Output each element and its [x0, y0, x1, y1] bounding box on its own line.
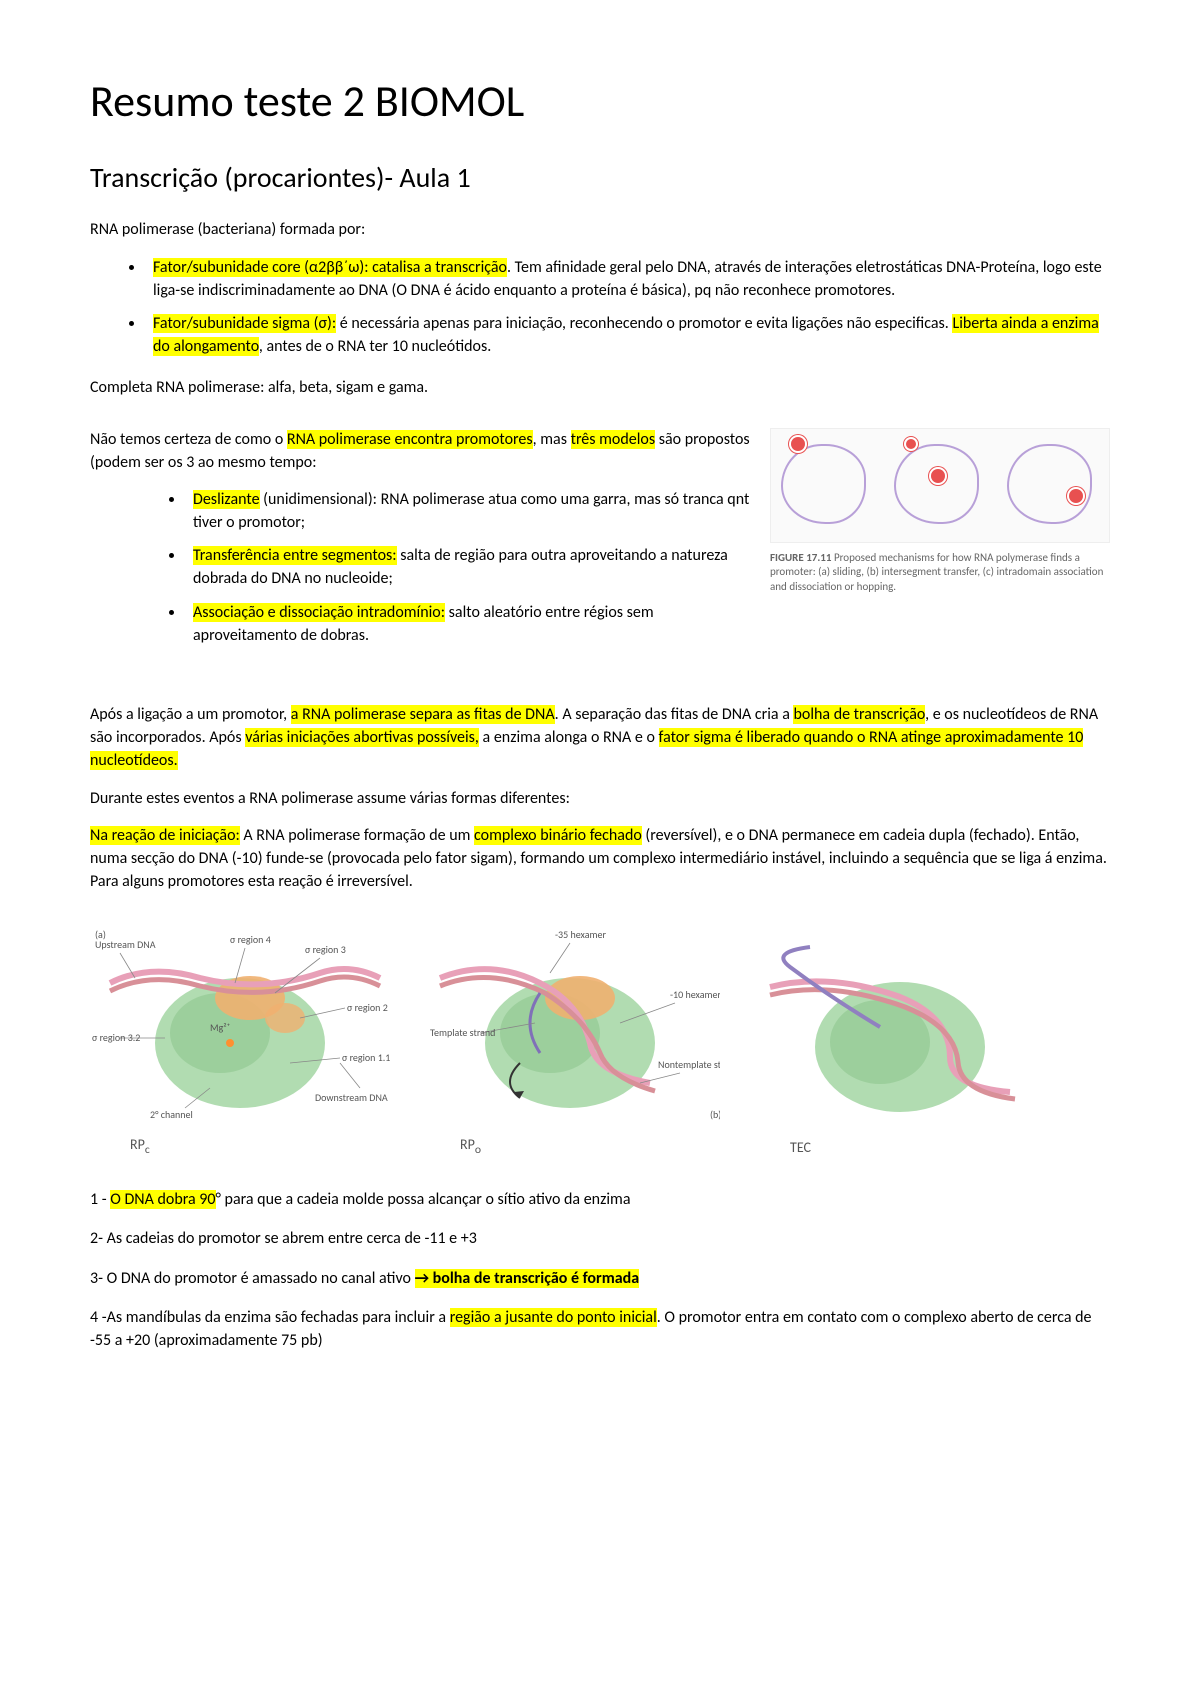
highlighted-text: região a jusante do ponto inicial — [450, 1308, 657, 1327]
highlighted-text: Deslizante — [193, 490, 260, 509]
highlighted-text: Na reação de iniciação: — [90, 826, 240, 845]
body-text: (unidimensional): RNA polimerase atua co… — [193, 490, 749, 532]
models-intro: Não temos certeza de como o RNA polimera… — [90, 428, 750, 474]
figure-mechanisms: FIGURE 17.11 Proposed mechanisms for how… — [770, 428, 1110, 596]
complex-svg-c — [750, 927, 1050, 1127]
highlighted-text: três modelos — [571, 430, 656, 449]
body-text: 3- O DNA do promotor é amassado no canal… — [90, 1269, 415, 1288]
highlighted-text: Fator/subunidade core (α2ββ´ω): catalisa… — [153, 258, 507, 277]
body-text: Após a ligação a um promotor, — [90, 705, 291, 724]
annot-r2: σ region 2 — [347, 1001, 388, 1014]
annot-mg: Mg²⁺ — [210, 1021, 230, 1034]
highlighted-text: Fator/subunidade sigma (σ): — [153, 314, 336, 333]
body-text: 1 - — [90, 1190, 110, 1209]
complete-polymerase-line: Completa RNA polimerase: alfa, beta, sig… — [90, 376, 1110, 399]
highlighted-text: Transferência entre segmentos: — [193, 546, 397, 565]
complex-label-a: RPc — [90, 1135, 390, 1159]
highlighted-text: O DNA dobra 90 — [110, 1190, 215, 1209]
body-text: 4 -As mandíbulas da enzima são fechadas … — [90, 1308, 450, 1327]
highlighted-text: Associação e dissociação intradomínio: — [193, 603, 445, 622]
annot-upstream: Upstream DNA — [95, 938, 156, 951]
annot-r3: σ region 3 — [305, 943, 346, 956]
after-promoter-paragraph: Após a ligação a um promotor, a RNA poli… — [90, 703, 1110, 773]
complex-panel-b: -35 hexamer -10 hexamer Template strand … — [420, 923, 720, 1158]
step-3: 3- O DNA do promotor é amassado no canal… — [90, 1267, 1110, 1290]
body-text: ° para que a cadeia molde possa alcançar… — [216, 1190, 631, 1209]
step-4: 4 -As mandíbulas da enzima são fechadas … — [90, 1306, 1110, 1352]
complex-svg-b: -35 hexamer -10 hexamer Template strand … — [420, 923, 720, 1123]
body-text: é necessária apenas para iniciação, reco… — [336, 314, 952, 333]
forms-intro: Durante estes eventos a RNA polimerase a… — [90, 787, 1110, 810]
figure-caption: FIGURE 17.11 Proposed mechanisms for how… — [770, 551, 1110, 596]
body-text: a enzima alonga o RNA e o — [479, 728, 659, 747]
complex-label-c: TEC — [750, 1138, 1050, 1158]
list-item: Deslizante (unidimensional): RNA polimer… — [185, 488, 750, 534]
annot-r11: σ region 1.1 — [342, 1051, 390, 1064]
annot-2ch: 2° channel — [150, 1108, 193, 1121]
annot-downstream: Downstream DNA — [315, 1091, 388, 1104]
section-subtitle: Transcrição (procariontes)- Aula 1 — [90, 158, 1110, 199]
complex-panel-a: (a) Upstream DNA Downstream DNA σ region… — [90, 923, 390, 1158]
list-item: Associação e dissociação intradomínio: s… — [185, 601, 750, 647]
annot-template: Template strand — [430, 1026, 495, 1039]
annot-35: -35 hexamer — [555, 928, 606, 941]
body-text: , antes de o RNA ter 10 nucleótidos. — [259, 337, 491, 356]
body-text: A RNA polimerase formação de um — [240, 826, 474, 845]
complex-svg-a: (a) Upstream DNA Downstream DNA σ region… — [90, 923, 390, 1123]
highlighted-text: complexo binário fechado — [474, 826, 642, 845]
highlighted-arrow-text: → bolha de transcrição é formada — [415, 1269, 640, 1288]
highlighted-text: a RNA polimerase separa as fitas de DNA — [291, 705, 555, 724]
body-text: . A separação das fitas de DNA cria a — [555, 705, 794, 724]
step-2: 2- As cadeias do promotor se abrem entre… — [90, 1227, 1110, 1250]
list-item: Transferência entre segmentos: salta de … — [185, 544, 750, 590]
initiation-reaction-paragraph: Na reação de iniciação: A RNA polimerase… — [90, 824, 1110, 894]
figure-image — [770, 428, 1110, 543]
highlighted-text: bolha de transcrição — [793, 705, 925, 724]
figure-number: FIGURE 17.11 — [770, 551, 831, 564]
annot-r32: σ region 3.2 — [92, 1031, 140, 1044]
intro-paragraph: RNA polimerase (bacteriana) formada por: — [90, 218, 1110, 241]
body-text: Não temos certeza de como o — [90, 430, 287, 449]
annot-nontemplate: Nontemplate strand — [658, 1058, 720, 1071]
highlighted-text: várias iniciações abortivas possíveis, — [245, 728, 479, 747]
list-item: Fator/subunidade sigma (σ): é necessária… — [145, 312, 1110, 358]
panel-label-b: (b) — [710, 1108, 720, 1121]
complex-panel-c: TEC — [750, 927, 1050, 1158]
complex-figure-row: (a) Upstream DNA Downstream DNA σ region… — [90, 923, 1110, 1158]
complex-label-b: RPo — [420, 1135, 720, 1159]
page-title: Resumo teste 2 BIOMOL — [90, 70, 1110, 134]
annot-10: -10 hexamer — [670, 988, 720, 1001]
rna-polymerase-list: Fator/subunidade core (α2ββ´ω): catalisa… — [90, 256, 1110, 359]
step-1: 1 - O DNA dobra 90° para que a cadeia mo… — [90, 1188, 1110, 1211]
highlighted-text: RNA polimerase encontra promotores — [287, 430, 533, 449]
list-item: Fator/subunidade core (α2ββ´ω): catalisa… — [145, 256, 1110, 302]
models-list: Deslizante (unidimensional): RNA polimer… — [90, 488, 750, 647]
body-text: , mas — [533, 430, 571, 449]
annot-r4: σ region 4 — [230, 933, 271, 946]
